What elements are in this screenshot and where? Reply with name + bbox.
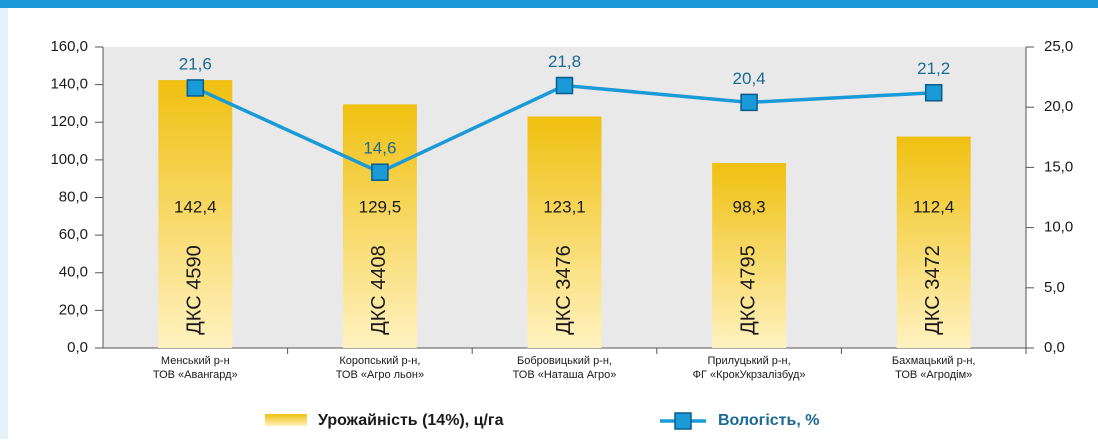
line-marker bbox=[371, 163, 389, 181]
bar-name-label: ДКС 3476 bbox=[553, 245, 575, 334]
y2-tick-label: 0,0 bbox=[1044, 339, 1065, 356]
y-tick-label: 60,0 bbox=[59, 226, 88, 243]
bar bbox=[158, 80, 233, 349]
y-tick-label: 80,0 bbox=[59, 188, 88, 205]
bar-name-label: ДКС 4795 bbox=[737, 245, 759, 334]
legend-label: Вологість, % bbox=[718, 412, 819, 429]
bar-value-label: 123,1 bbox=[543, 197, 586, 216]
bar-value-label: 112,4 bbox=[913, 197, 954, 216]
y-tick-label: 20,0 bbox=[59, 301, 88, 318]
line-value-label: 20,4 bbox=[733, 69, 766, 88]
x-tick-label: Бахмацький р-н, bbox=[892, 355, 976, 367]
y2-tick-label: 15,0 bbox=[1044, 158, 1073, 175]
x-tick-label: Бобровицький р-н, bbox=[517, 355, 612, 367]
x-tick-label: Коропський р-н, bbox=[339, 355, 420, 367]
y-tick-label: 0,0 bbox=[67, 339, 88, 356]
x-tick-label: ФГ «КрокУкрзалізбуд» bbox=[693, 369, 806, 381]
line-value-label: 21,6 bbox=[179, 54, 212, 73]
bar-name-label: ДКС 4408 bbox=[368, 245, 390, 334]
bar bbox=[712, 163, 787, 348]
y2-tick-label: 5,0 bbox=[1044, 279, 1065, 296]
y-tick-label: 140,0 bbox=[50, 76, 88, 93]
y2-tick-label: 25,0 bbox=[1044, 38, 1073, 55]
x-tick-label: Менський р-н bbox=[161, 355, 230, 367]
x-tick-label: Прилуцький р-н, bbox=[708, 355, 791, 367]
line-marker bbox=[555, 76, 574, 95]
x-tick-label: ТОВ «Агродім» bbox=[895, 369, 972, 381]
legend-label: Урожайність (14%), ц/га bbox=[318, 412, 504, 429]
y2-tick-label: 20,0 bbox=[1044, 98, 1073, 115]
bar-name-label: ДКС 3472 bbox=[922, 245, 944, 334]
top-band bbox=[0, 0, 1098, 8]
y-tick-label: 100,0 bbox=[50, 151, 88, 168]
line-marker bbox=[186, 79, 205, 97]
x-tick-label: ТОВ «Авангард» bbox=[153, 369, 238, 381]
bar-name-label: ДКС 4590 bbox=[184, 245, 206, 334]
line-value-label: 21,2 bbox=[917, 59, 950, 78]
bar-value-label: 98,3 bbox=[733, 197, 766, 216]
legend-swatch bbox=[265, 414, 307, 426]
line-marker bbox=[924, 84, 943, 102]
y-tick-label: 40,0 bbox=[59, 264, 88, 281]
line-value-label: 21,8 bbox=[548, 52, 581, 71]
legend-marker bbox=[674, 412, 692, 430]
y-tick-label: 120,0 bbox=[50, 113, 88, 130]
y-tick-label: 160,0 bbox=[50, 38, 88, 55]
side-band bbox=[0, 8, 8, 439]
bar-value-label: 142,4 bbox=[174, 197, 217, 216]
line-value-label: 14,6 bbox=[363, 139, 396, 158]
x-tick-label: ТОВ «Наташа Агро» bbox=[513, 369, 617, 381]
y2-tick-label: 10,0 bbox=[1044, 219, 1073, 236]
bar bbox=[527, 116, 602, 348]
line-marker bbox=[740, 93, 758, 112]
bar bbox=[342, 104, 417, 348]
x-tick-label: ТОВ «Агро льон» bbox=[336, 369, 424, 381]
bar bbox=[896, 136, 971, 348]
bar-value-label: 129,5 bbox=[359, 197, 402, 216]
